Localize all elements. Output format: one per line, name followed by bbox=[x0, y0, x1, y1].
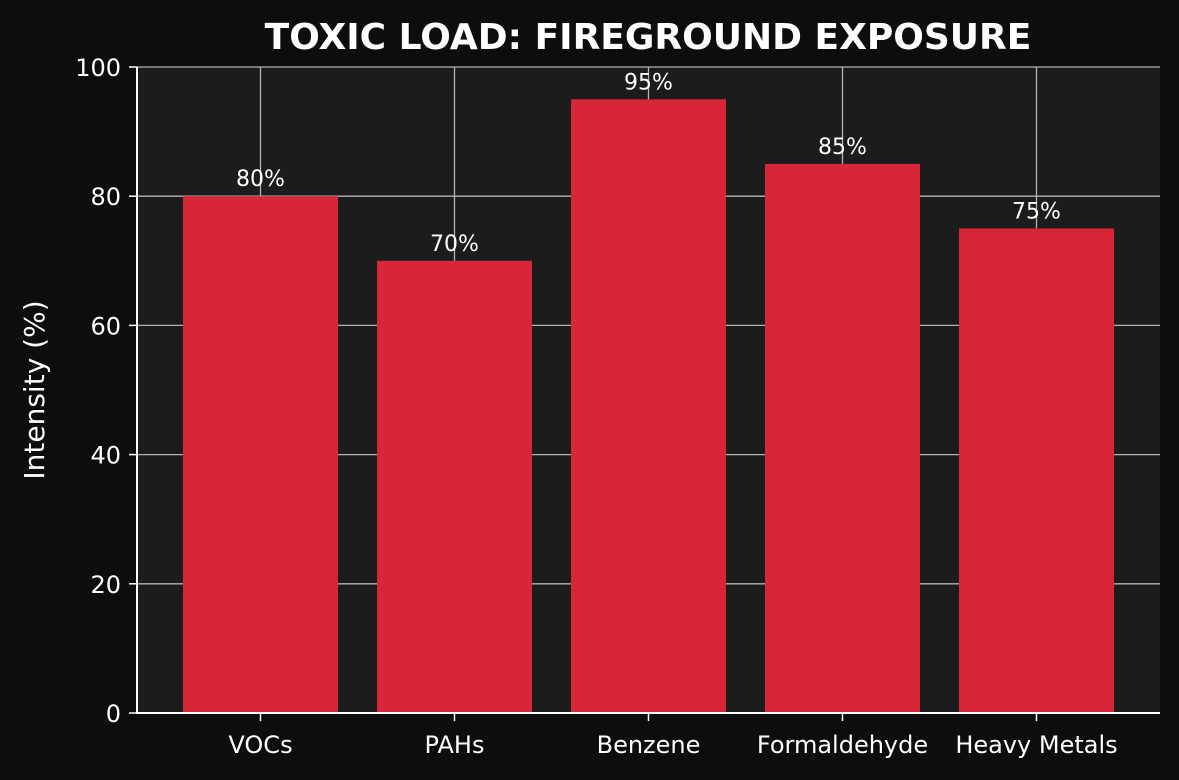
x-tick-label: Heavy Metals bbox=[955, 731, 1117, 759]
bar bbox=[571, 99, 726, 714]
bar bbox=[959, 228, 1114, 713]
data-label: 85% bbox=[818, 135, 867, 160]
x-tick-label: Formaldehyde bbox=[757, 731, 928, 759]
y-tick-label: 40 bbox=[90, 442, 121, 470]
y-tick-label: 60 bbox=[90, 312, 121, 340]
bar bbox=[183, 196, 338, 713]
chart-title: TOXIC LOAD: FIREGROUND EXPOSURE bbox=[265, 17, 1032, 58]
bars bbox=[183, 99, 1114, 714]
bar bbox=[765, 163, 920, 713]
x-tick-label: Benzene bbox=[597, 731, 701, 759]
data-label: 80% bbox=[236, 167, 285, 192]
x-tick-label: PAHs bbox=[425, 731, 485, 759]
y-tick-label: 100 bbox=[75, 54, 121, 82]
data-label: 95% bbox=[624, 70, 673, 95]
data-label: 70% bbox=[430, 232, 479, 257]
y-tick-label: 80 bbox=[90, 183, 121, 211]
axes bbox=[129, 66, 1160, 721]
y-tick-label: 0 bbox=[106, 700, 121, 728]
y-tick-label: 20 bbox=[90, 571, 121, 599]
data-label: 75% bbox=[1012, 200, 1061, 225]
labels: 80% 70% 95% 85% 75% 0 20 40 60 80 100 VOCs PAHs Benze… bbox=[75, 54, 1117, 759]
x-tick-label: VOCs bbox=[228, 731, 292, 759]
y-axis-label: Intensity (%) bbox=[18, 300, 51, 479]
bar bbox=[377, 260, 532, 713]
